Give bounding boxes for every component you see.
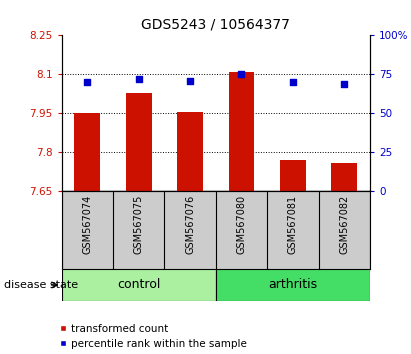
Text: GSM567076: GSM567076	[185, 195, 195, 254]
Bar	[280, 160, 306, 191]
Text: control: control	[117, 279, 160, 291]
Text: GSM567080: GSM567080	[236, 195, 247, 254]
Bar	[126, 92, 152, 191]
Point	[238, 72, 245, 77]
Text: disease state: disease state	[4, 280, 78, 290]
Bar	[216, 269, 370, 301]
Point	[135, 76, 142, 82]
Point	[187, 78, 193, 84]
Text: GSM567075: GSM567075	[134, 195, 144, 255]
Bar	[177, 112, 203, 191]
Point	[341, 81, 347, 86]
Bar	[62, 269, 216, 301]
Point	[289, 79, 296, 85]
Bar	[331, 162, 357, 191]
Point	[84, 79, 90, 85]
Text: arthritis: arthritis	[268, 279, 317, 291]
Title: GDS5243 / 10564377: GDS5243 / 10564377	[141, 17, 290, 32]
Text: GSM567082: GSM567082	[339, 195, 349, 254]
Legend: transformed count, percentile rank within the sample: transformed count, percentile rank withi…	[59, 324, 247, 349]
Text: GSM567081: GSM567081	[288, 195, 298, 254]
Text: GSM567074: GSM567074	[82, 195, 92, 254]
Bar	[229, 72, 254, 191]
Bar	[74, 113, 100, 191]
